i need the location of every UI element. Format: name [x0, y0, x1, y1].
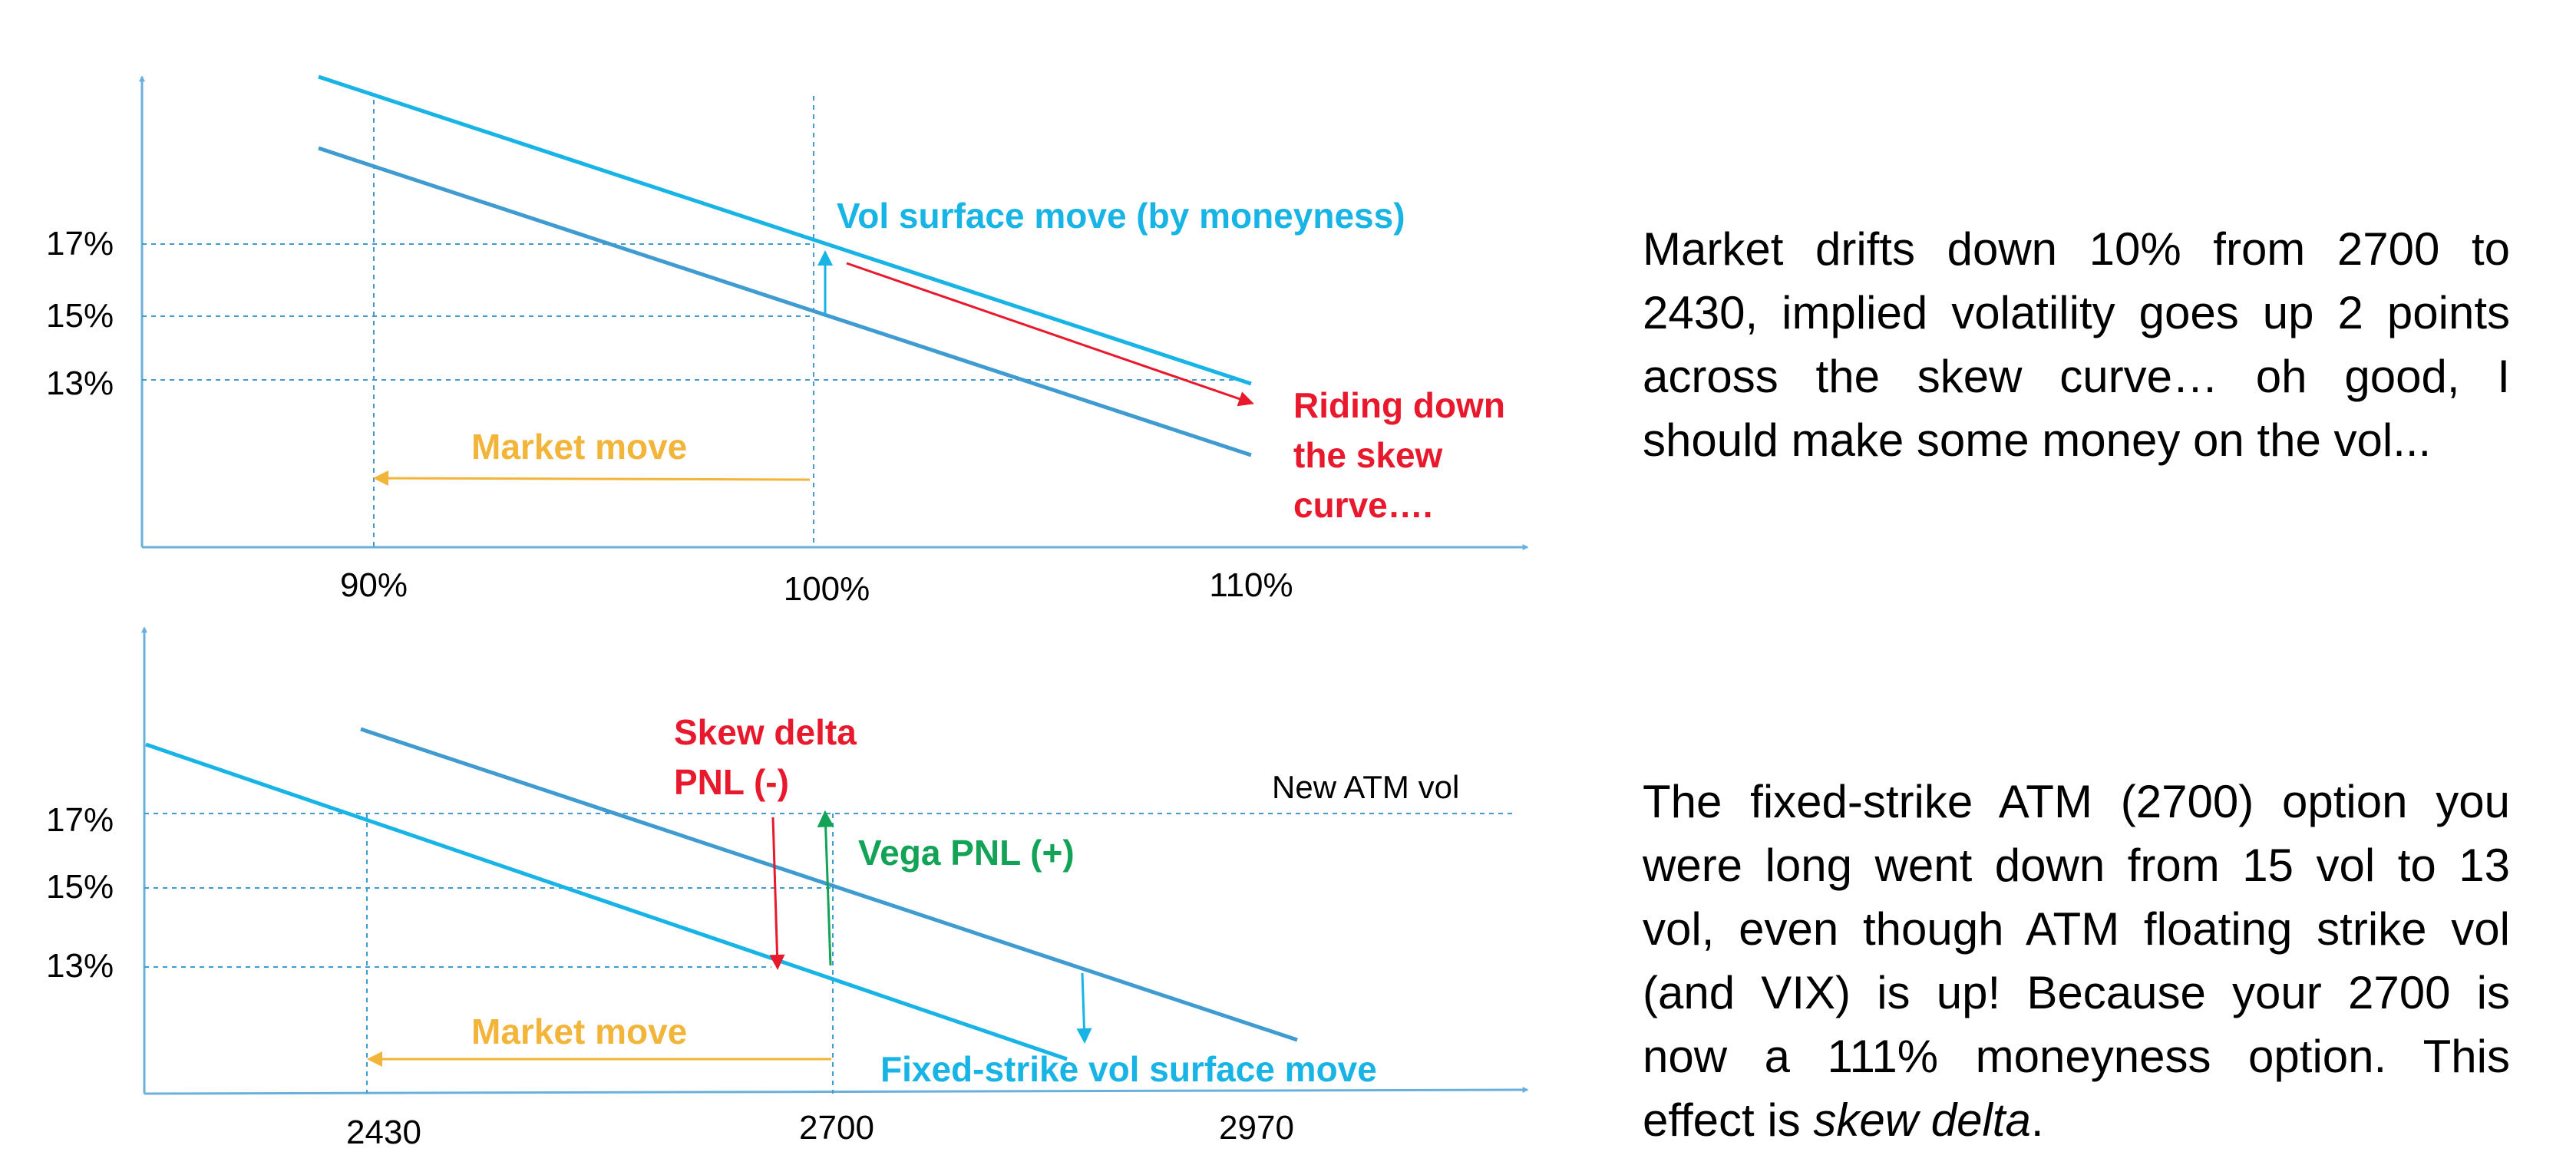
top-y-tick-15: 15% — [46, 297, 114, 335]
top-chart: 17% 15% 13% 90% 100% 110% Vol surface mo… — [46, 74, 1529, 608]
top-riding-arrow — [846, 262, 1254, 407]
bottom-x-tick-2430: 2430 — [346, 1114, 421, 1151]
bottom-y-tick-15: 15% — [46, 868, 114, 906]
top-market-move-arrow — [373, 470, 811, 487]
bottom-fixed-strike-arrow — [1076, 972, 1092, 1044]
bottom-vega-arrow — [817, 810, 834, 966]
top-vol-surface-move-label: Vol surface move (by moneyness) — [837, 196, 1405, 236]
paragraph-2-text: The fixed-strike ATM (2700) option you w… — [1643, 776, 2510, 1146]
top-curve-before — [318, 146, 1252, 457]
top-x-tick-90: 90% — [340, 566, 408, 604]
bottom-x-axis — [144, 1087, 1529, 1095]
explanation-paragraph-1: Market drifts down 10% from 2700 to 2430… — [1643, 217, 2510, 472]
explanation-paragraph-2: The fixed-strike ATM (2700) option you w… — [1643, 770, 2510, 1152]
bottom-vega-pnl-label: Vega PNL (+) — [858, 833, 1075, 873]
top-riding-label-3: curve…. — [1293, 485, 1433, 525]
bottom-skew-delta-arrow — [769, 817, 785, 970]
paragraph-1-text: Market drifts down 10% from 2700 to 2430… — [1643, 223, 2510, 466]
skew-delta-diagram: 17% 15% 13% 90% 100% 110% Vol surface mo… — [46, 74, 1529, 1151]
bottom-y-tick-17: 17% — [46, 801, 114, 839]
top-x-tick-100: 100% — [784, 570, 870, 608]
top-y-tick-13: 13% — [46, 365, 114, 402]
bottom-skew-delta-label-2: PNL (-) — [674, 762, 789, 802]
skew-delta-term: skew delta — [1813, 1094, 2031, 1146]
bottom-skew-delta-label-1: Skew delta — [674, 712, 857, 752]
top-market-move-label: Market move — [471, 427, 687, 467]
bottom-chart: 17% 15% 13% 2430 2700 2970 Skew delta PN… — [46, 626, 1529, 1151]
bottom-curve-original — [145, 742, 1068, 1061]
top-curve-after — [318, 74, 1252, 386]
top-x-tick-110: 110% — [1209, 566, 1293, 604]
top-riding-label-2: the skew — [1293, 435, 1443, 475]
bottom-new-atm-vol-label: New ATM vol — [1272, 769, 1459, 805]
top-riding-label-1: Riding down — [1293, 385, 1505, 425]
top-y-tick-17: 17% — [46, 225, 114, 262]
bottom-x-tick-2970: 2970 — [1219, 1109, 1294, 1147]
bottom-market-move-label: Market move — [471, 1012, 687, 1051]
bottom-fixed-strike-label: Fixed-strike vol surface move — [880, 1049, 1377, 1089]
paragraph-2-end: . — [2030, 1094, 2044, 1146]
bottom-x-tick-2700: 2700 — [799, 1109, 874, 1147]
bottom-y-tick-13: 13% — [46, 947, 114, 985]
bottom-curve-shifted — [360, 727, 1298, 1042]
